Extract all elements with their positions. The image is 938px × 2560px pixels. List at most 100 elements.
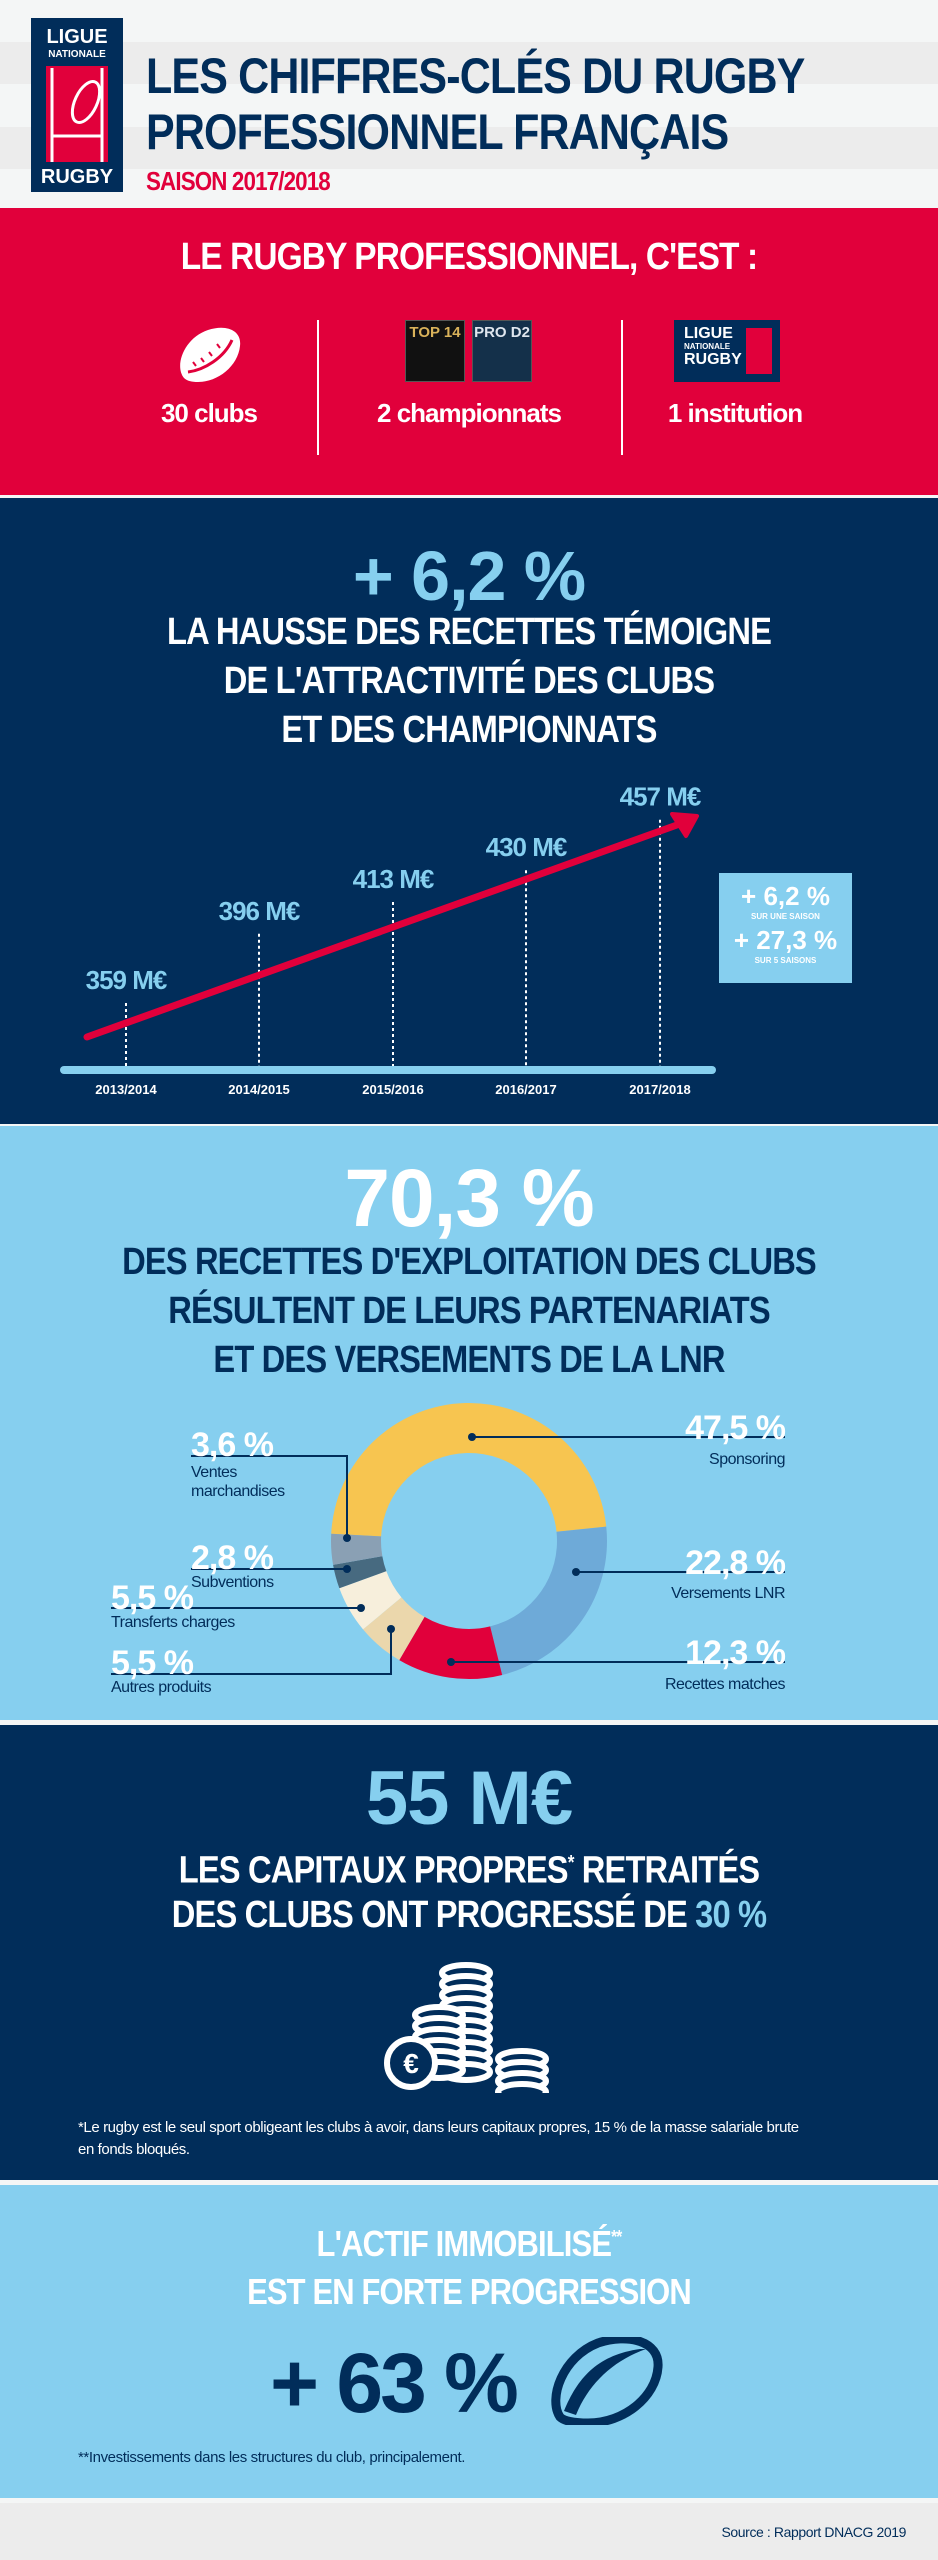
label-ventes: Ventes marchandises [191, 1463, 285, 1501]
revenue-headline: + 6,2 % [352, 537, 586, 615]
stat-institution: 1 institution [667, 398, 803, 428]
label-line: marchandises [191, 1483, 285, 1500]
label-line: Ventes [191, 1464, 237, 1481]
season-label: SAISON 2017/2018 [146, 166, 331, 196]
title-line: L'ACTIF IMMOBILISÉ** [66, 2213, 873, 2268]
highlight-value: 30 % [695, 1893, 767, 1936]
operating-title: DES RECETTES D'EXPLOITATION DES CLUBS RÉ… [66, 1238, 873, 1385]
title-text: L'ACTIF IMMOBILISÉ [316, 2223, 612, 2264]
title-line: DES CLUBS ONT PROGRESSÉ DE 30 % [66, 1893, 873, 1937]
logo-text: RUGBY [40, 166, 114, 188]
logo-text: RUGBY [684, 351, 742, 368]
title-line: LES CAPITAUX PROPRES* RETRAITÉS [66, 1841, 873, 1893]
footnote-line: *Le rugby est le seul sport obligeant le… [78, 2119, 799, 2136]
lnr-logo-small: LIGUE NATIONALE RUGBY [674, 320, 780, 382]
leader-dot [343, 1565, 351, 1573]
top14-logo: TOP 14 [405, 320, 465, 382]
title-line: DE L'ATTRACTIVITÉ DES CLUBS [223, 660, 715, 702]
stat-championnats: 2 championnats [377, 398, 562, 428]
donut-slice [490, 1526, 607, 1675]
operating-headline: 70,3 % [344, 1153, 594, 1244]
header: LIGUE NATIONALE RUGBY LES CHIFFRES-CLÉS … [0, 0, 938, 208]
title-text: RETRAITÉS [573, 1849, 760, 1892]
rugby-ball-icon [180, 327, 241, 382]
donut-slice [330, 1533, 383, 1565]
growth-season: + 6,2 % [741, 881, 830, 911]
pct-sponsoring: 47,5 % [685, 1409, 786, 1447]
intro-heading: LE RUGBY PROFESSIONNEL, C'EST : [180, 236, 758, 278]
pct-ventes: 3,6 % [191, 1426, 274, 1464]
title-line: RÉSULTENT DE LEURS PARTENARIATS [168, 1290, 770, 1332]
label-autres: Autres produits [111, 1679, 212, 1696]
leader-dot [357, 1604, 365, 1612]
value-label: 457 M€ [620, 782, 701, 812]
coins-euro-icon: € [384, 1962, 549, 2093]
label-versements: Versements LNR [671, 1585, 785, 1602]
leader-dot [572, 1568, 580, 1576]
growth-5-seasons: + 27,3 % [733, 925, 838, 955]
footnote-line: en fonds bloqués. [78, 2141, 190, 2158]
footer: Source : Rapport DNACG 2019 [0, 2503, 938, 2560]
operating-section: 70,3 % DES RECETTES D'EXPLOITATION DES C… [0, 1126, 938, 1720]
goalpost-icon [746, 328, 772, 374]
prod2-logo: PRO D2 [472, 320, 532, 382]
donut-slice [333, 1556, 387, 1589]
pct-autres: 5,5 % [111, 1644, 194, 1682]
pct-recettes: 12,3 % [685, 1634, 786, 1672]
footnote-mark: ** [611, 2227, 622, 2247]
label-subventions: Subventions [191, 1574, 274, 1591]
value-label: 413 M€ [353, 864, 434, 894]
revenue-donut [111, 1403, 785, 1679]
divider [317, 320, 319, 455]
label-recettes: Recettes matches [664, 1676, 786, 1693]
leader-dot [387, 1625, 395, 1633]
assets-section: L'ACTIF IMMOBILISÉ** EST EN FORTE PROGRE… [0, 2185, 938, 2498]
title-text: LES CAPITAUX PROPRES [178, 1849, 569, 1892]
value-label: 359 M€ [86, 965, 167, 995]
title-line: DES RECETTES D'EXPLOITATION DES CLUBS [122, 1241, 817, 1283]
assets-title: L'ACTIF IMMOBILISÉ** EST EN FORTE PROGRE… [66, 2213, 873, 2316]
goalpost-icon [46, 66, 108, 162]
value-label: 396 M€ [219, 896, 300, 926]
svg-text:€: € [403, 2048, 419, 2079]
year-label: 2015/2016 [362, 1082, 423, 1097]
equity-headline: 55 M€ [365, 1756, 573, 1841]
title-line: ET DES VERSEMENTS DE LA LNR [213, 1339, 725, 1381]
year-label: 2014/2015 [228, 1082, 289, 1097]
assets-footnote: **Investissements dans les structures du… [78, 2449, 466, 2466]
leader-line [191, 1455, 348, 1538]
donut-slice [339, 1571, 402, 1630]
equity-section: 55 M€ LES CAPITAUX PROPRES* RETRAITÉS DE… [0, 1725, 938, 2180]
logo-text: LIGUE [684, 325, 733, 342]
logo-text: PRO D2 [474, 324, 530, 341]
year-label: 2016/2017 [495, 1082, 556, 1097]
value-label: 430 M€ [486, 832, 567, 862]
donut-slice [331, 1403, 607, 1537]
donut-slice [399, 1616, 503, 1679]
coin [495, 2081, 549, 2093]
logo-text: TOP 14 [409, 324, 461, 341]
title-line: ET DES CHAMPIONNATS [281, 709, 657, 751]
stat-clubs: 30 clubs [160, 398, 258, 428]
intro-section: LE RUGBY PROFESSIONNEL, C'EST : TOP 14 P… [0, 208, 938, 495]
arrow-head [670, 812, 699, 838]
growth-5-seasons-label: SUR 5 SAISONS [754, 956, 817, 965]
footnote-mark: * [567, 1852, 575, 1874]
stripe [0, 127, 938, 169]
leader-dot [343, 1534, 351, 1542]
pct-transferts: 5,5 % [111, 1579, 194, 1617]
logo-text: LIGUE [46, 26, 108, 48]
divider [621, 320, 623, 455]
logo-text: NATIONALE [684, 342, 731, 351]
label-sponsoring: Sponsoring [709, 1451, 785, 1468]
title-line: EST EN FORTE PROGRESSION [247, 2271, 692, 2312]
title-line: PROFESSIONNEL FRANÇAIS [146, 104, 729, 160]
revenue-section: + 6,2 % LA HAUSSE DES RECETTES TÉMOIGNE … [0, 498, 938, 1124]
leader-line [111, 1629, 392, 1675]
source-text: Source : Rapport DNACG 2019 [721, 2524, 906, 2540]
growth-season-label: SUR UNE SAISON [751, 912, 820, 921]
leader-dot [468, 1433, 476, 1441]
stripe [0, 42, 938, 84]
title-line: LES CHIFFRES-CLÉS DU RUGBY [146, 48, 805, 104]
label-transferts: Transferts charges [111, 1614, 235, 1631]
